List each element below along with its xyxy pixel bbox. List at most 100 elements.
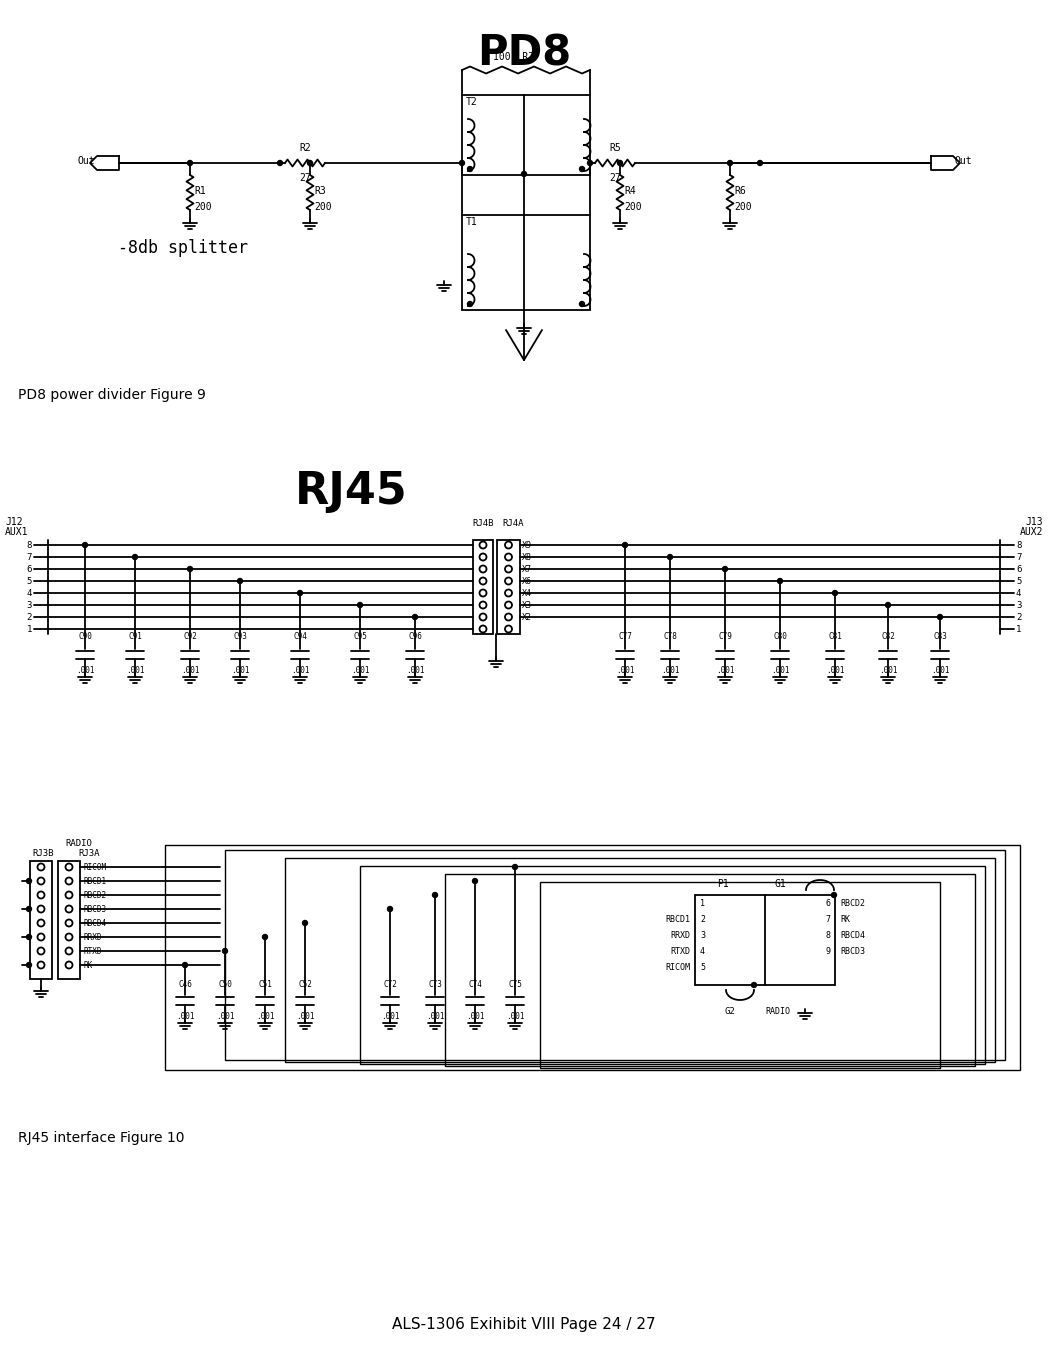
Text: 200: 200 (624, 202, 641, 212)
Circle shape (467, 166, 473, 172)
Circle shape (132, 554, 137, 560)
Text: 1: 1 (700, 899, 705, 907)
Text: 3: 3 (1016, 601, 1022, 610)
Circle shape (188, 161, 193, 166)
Circle shape (262, 934, 267, 940)
Circle shape (580, 166, 585, 172)
Bar (695, 895, 835, 985)
Circle shape (623, 542, 628, 548)
Text: 4: 4 (1016, 588, 1022, 598)
Circle shape (303, 921, 307, 926)
Text: C75: C75 (508, 981, 522, 989)
Text: 7: 7 (1016, 553, 1022, 561)
Text: R6: R6 (734, 187, 746, 196)
Text: X4: X4 (522, 588, 532, 598)
Text: .001: .001 (406, 666, 424, 676)
Text: RRXD: RRXD (83, 933, 102, 941)
Circle shape (278, 161, 283, 166)
Text: RJ4A: RJ4A (503, 519, 524, 528)
Text: R4: R4 (624, 187, 636, 196)
Circle shape (580, 301, 585, 306)
Text: 1: 1 (1016, 625, 1022, 633)
Bar (361, 866, 985, 1064)
Circle shape (938, 614, 942, 620)
Text: RICOM: RICOM (83, 862, 106, 872)
Text: .001: .001 (879, 666, 897, 676)
Text: 1: 1 (26, 625, 32, 633)
Text: X8: X8 (522, 553, 532, 561)
Text: RBCD2: RBCD2 (83, 891, 106, 899)
Text: .001: .001 (506, 1012, 524, 1022)
Text: 3: 3 (700, 930, 705, 940)
Text: RBCD2: RBCD2 (840, 899, 865, 907)
Text: C51: C51 (258, 981, 271, 989)
Text: Out: Out (955, 157, 971, 166)
Text: RBCD1: RBCD1 (665, 914, 690, 923)
Text: C79: C79 (718, 632, 732, 642)
Circle shape (459, 161, 464, 166)
Circle shape (188, 567, 193, 572)
Text: .001: .001 (231, 666, 249, 676)
Circle shape (388, 907, 393, 911)
Text: AUX1: AUX1 (5, 527, 28, 537)
Text: .001: .001 (256, 1012, 275, 1022)
Bar (473, 539, 493, 633)
Text: RJ3A: RJ3A (78, 850, 100, 858)
Text: ALS-1306 Exihibit VIII Page 24 / 27: ALS-1306 Exihibit VIII Page 24 / 27 (392, 1317, 656, 1332)
Circle shape (413, 614, 417, 620)
Text: RJ45: RJ45 (294, 470, 408, 513)
Text: RJ4B: RJ4B (473, 519, 494, 528)
Text: C72: C72 (384, 981, 397, 989)
Circle shape (758, 161, 763, 166)
Bar (30, 861, 52, 979)
Circle shape (298, 591, 303, 595)
Text: 200: 200 (194, 202, 212, 212)
Text: 27: 27 (299, 173, 311, 183)
Bar (462, 215, 590, 311)
Text: 4: 4 (26, 588, 32, 598)
Text: RK: RK (840, 914, 850, 923)
Bar (462, 95, 590, 174)
Text: 100  R7: 100 R7 (494, 52, 534, 63)
Circle shape (512, 865, 518, 869)
Text: C95: C95 (353, 632, 367, 642)
Circle shape (26, 963, 31, 967)
Circle shape (473, 878, 478, 884)
Text: C74: C74 (468, 981, 482, 989)
Text: .001: .001 (296, 1012, 314, 1022)
Text: .001: .001 (425, 1012, 444, 1022)
Text: RBCD4: RBCD4 (840, 930, 865, 940)
Text: 2: 2 (26, 613, 32, 621)
Text: RBCD4: RBCD4 (83, 918, 106, 928)
Circle shape (617, 161, 623, 166)
Text: C80: C80 (773, 632, 787, 642)
Circle shape (26, 878, 31, 884)
Text: -8db splitter: -8db splitter (118, 238, 248, 257)
Text: 200: 200 (314, 202, 331, 212)
Circle shape (26, 934, 31, 940)
Text: C77: C77 (618, 632, 632, 642)
Text: 6: 6 (26, 564, 32, 573)
Text: X2: X2 (522, 613, 532, 621)
Text: RJ3B: RJ3B (32, 850, 53, 858)
Text: R2: R2 (299, 143, 311, 153)
Circle shape (727, 161, 733, 166)
Text: X9: X9 (522, 541, 532, 549)
Text: C78: C78 (663, 632, 677, 642)
Text: G2: G2 (724, 1007, 736, 1016)
Circle shape (238, 579, 242, 583)
Text: .001: .001 (660, 666, 679, 676)
Circle shape (832, 591, 837, 595)
Circle shape (886, 602, 891, 607)
Text: 6: 6 (825, 899, 830, 907)
Text: RJ45 interface Figure 10: RJ45 interface Figure 10 (18, 1130, 184, 1145)
Circle shape (222, 948, 227, 953)
Text: C81: C81 (828, 632, 842, 642)
Bar (285, 858, 995, 1062)
Text: RTXD: RTXD (670, 947, 690, 956)
Text: 8: 8 (1016, 541, 1022, 549)
Text: 200: 200 (734, 202, 751, 212)
Text: .001: .001 (931, 666, 949, 676)
Text: RICOM: RICOM (665, 963, 690, 971)
Text: 2: 2 (700, 914, 705, 923)
